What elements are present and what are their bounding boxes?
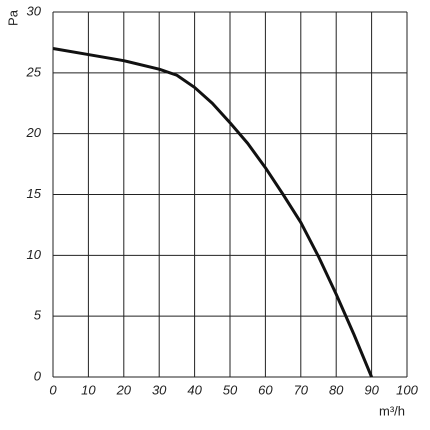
x-axis-label: m³/h xyxy=(379,403,405,418)
x-tick-label: 70 xyxy=(294,382,309,397)
x-tick-label: 60 xyxy=(258,382,273,397)
y-tick-label: 15 xyxy=(27,186,42,201)
x-tick-label: 30 xyxy=(152,382,167,397)
x-tick-label: 10 xyxy=(81,382,96,397)
x-tick-label: 20 xyxy=(116,382,132,397)
y-tick-label: 0 xyxy=(34,368,42,383)
curve xyxy=(52,47,373,378)
x-tick-label: 0 xyxy=(49,382,57,397)
y-tick-label: 30 xyxy=(27,3,42,18)
x-tick-label: 50 xyxy=(223,382,238,397)
x-tick-label: 90 xyxy=(364,382,379,397)
x-tick-label: 80 xyxy=(329,382,344,397)
x-tick-label: 40 xyxy=(187,382,202,397)
y-tick-label: 5 xyxy=(34,308,42,323)
x-tick-label: 100 xyxy=(396,382,418,397)
y-tick-label: 25 xyxy=(26,64,42,79)
y-tick-label: 20 xyxy=(26,125,42,140)
y-axis-label: Pa xyxy=(5,9,20,26)
y-tick-label: 10 xyxy=(27,247,42,262)
